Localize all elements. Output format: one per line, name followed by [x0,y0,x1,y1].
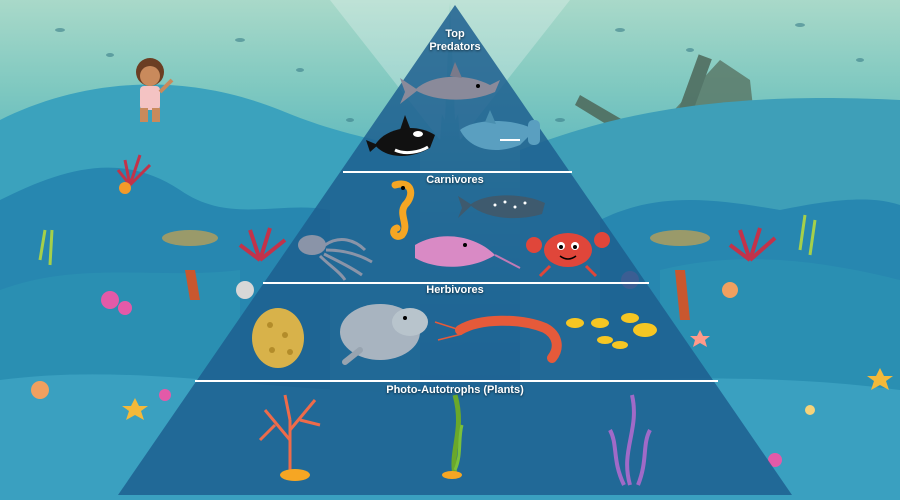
orca-icon [366,115,435,156]
tier-label-top-line1: Top [445,28,465,40]
seahorse-icon [390,180,415,240]
hammerhead-shark-icon [460,110,540,150]
tier-label-carnivores: Carnivores [426,174,484,186]
stingray-icon [415,236,521,269]
yellow-fish-school-icon [566,313,657,349]
tier-label-photo-autotrophs: Photo-Autotrophs (Plants) [386,384,524,396]
tier-label-top-line2: Predators [429,41,481,53]
sea-sponge-icon [252,308,304,368]
crab-icon [526,232,610,278]
purple-seaweed-icon [608,394,652,486]
manatee-icon [340,304,428,365]
tier-label-top-predators: Top Predators [405,28,505,54]
great-white-shark-icon [400,62,500,104]
girl-character [136,58,174,122]
left-reef [31,154,287,420]
coral-icon [258,394,321,481]
octopus-icon [298,235,373,281]
shrimp-icon [434,315,562,363]
whale-shark-icon [458,195,545,219]
right-reef [621,214,893,467]
seagrass-icon [442,394,464,479]
tier-label-herbivores: Herbivores [426,284,484,296]
